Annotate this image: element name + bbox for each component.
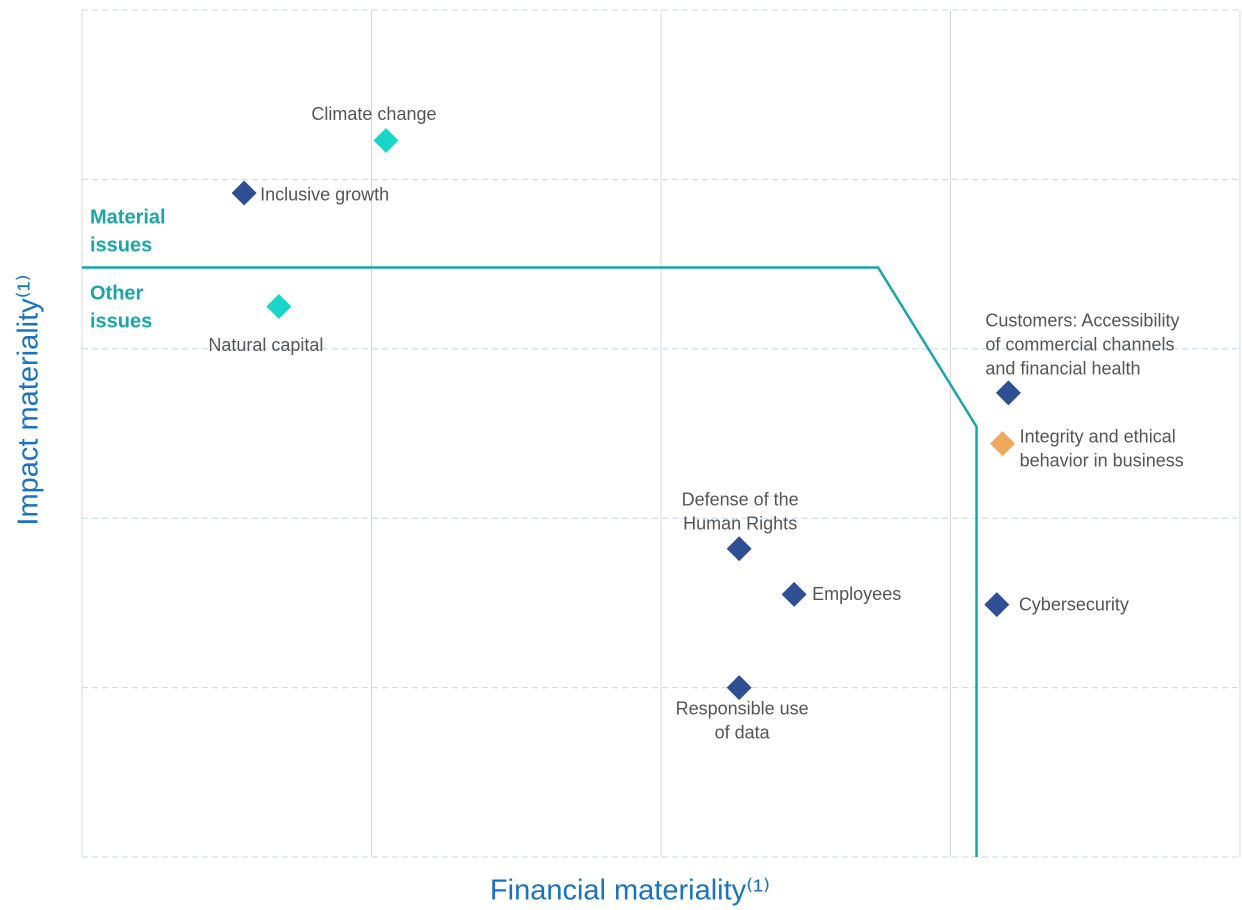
point-label: Employees [812,584,901,604]
point-label: Climate change [311,104,436,124]
point-label: behavior in business [1020,450,1184,470]
point [781,581,807,607]
point [231,180,257,206]
point [726,536,752,562]
annotation: Other [90,282,144,304]
point-label: of data [715,722,771,742]
annotation: Material [90,206,166,228]
x-axis-label: Financial materiality⁽¹⁾ [490,875,770,907]
point-label: and financial health [985,359,1140,379]
point [726,675,752,701]
point-label: Integrity and ethical [1020,426,1176,446]
point-label: Natural capital [208,335,323,355]
point [984,592,1010,618]
point [990,431,1016,457]
point [995,380,1021,406]
point-label: Inclusive growth [260,185,389,205]
threshold-line [82,266,978,857]
annotation: issues [90,310,152,332]
point-label: Defense of the [682,489,799,509]
point [266,293,292,319]
point-label: Responsible use [676,698,809,718]
point [373,127,399,153]
point-label: Human Rights [683,513,797,533]
y-axis-label: Impact materiality⁽¹⁾ [13,274,45,525]
point-label: Cybersecurity [1019,594,1129,614]
point-label: of commercial channels [985,335,1174,355]
point-label: Customers: Accessibility [985,311,1179,331]
annotation: issues [90,234,152,256]
